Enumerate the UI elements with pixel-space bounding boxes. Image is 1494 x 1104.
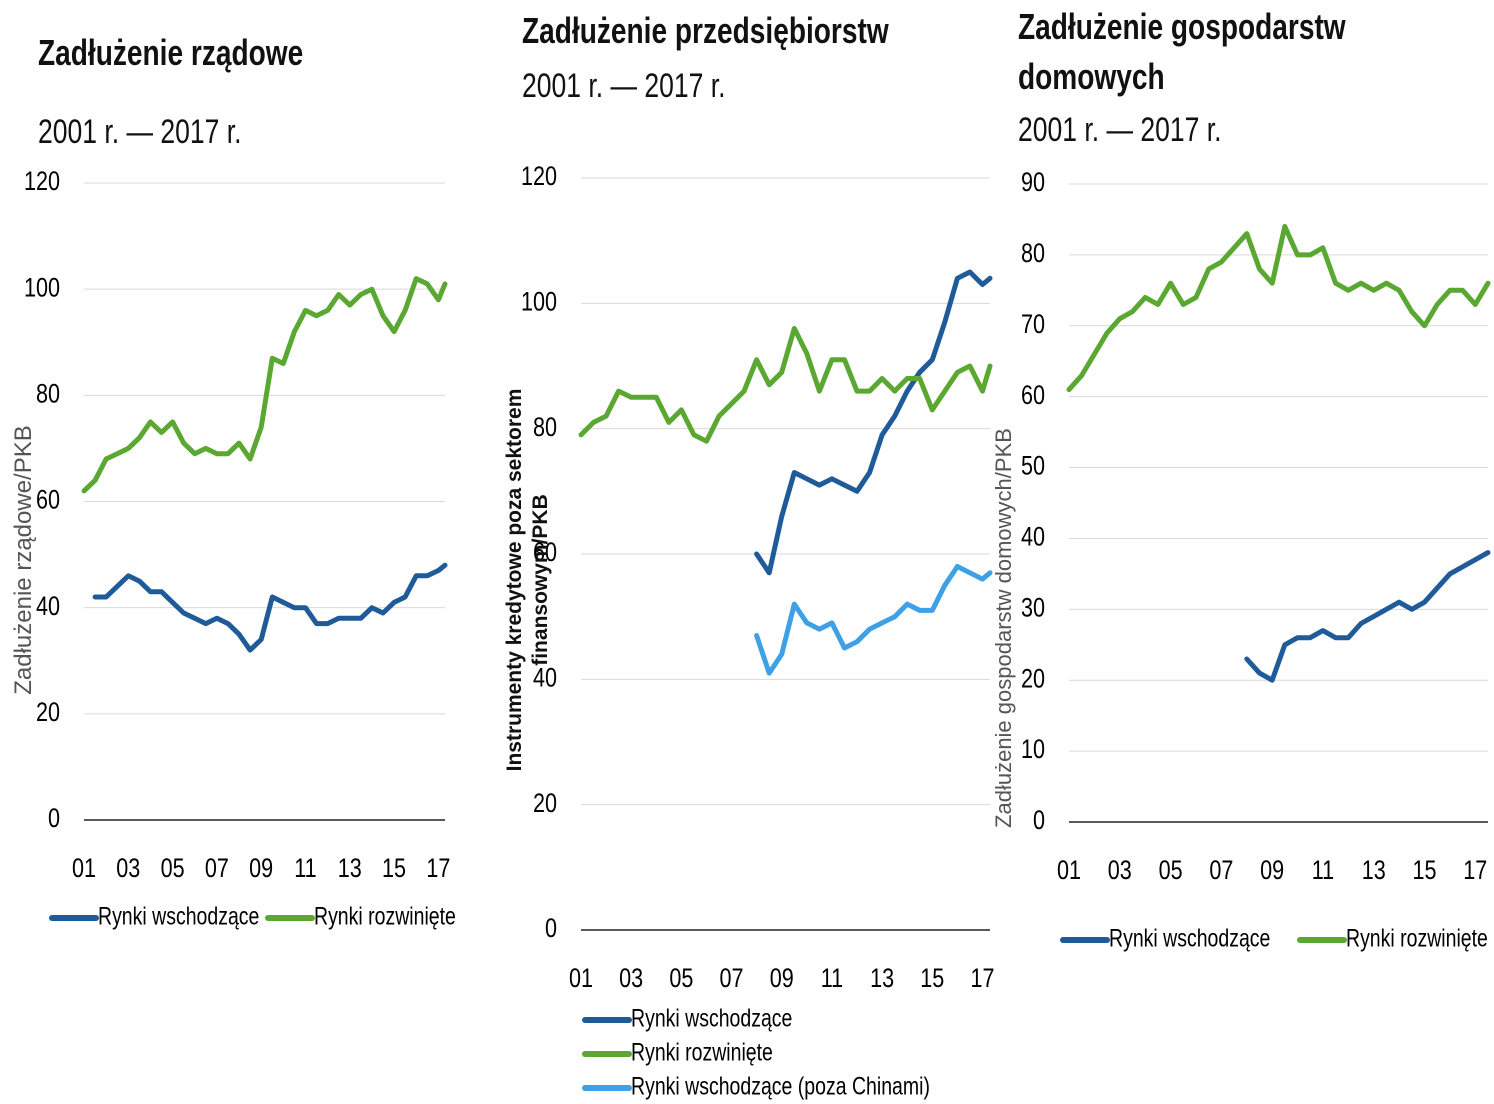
y-tick-label: 40 <box>533 663 557 693</box>
y-axis-label: Zadłużenie rządowe/PKB <box>10 425 37 695</box>
x-tick-label: 11 <box>294 854 316 884</box>
series-line <box>578 325 993 444</box>
chart-title: Zadłużenie przedsiębiorstw <box>522 10 889 51</box>
x-tick-label: 13 <box>1362 856 1386 886</box>
x-tick-label: 05 <box>669 964 693 994</box>
y-tick-label: 60 <box>533 538 557 568</box>
y-tick-label: 80 <box>533 413 557 443</box>
x-tick-label: 17 <box>1463 856 1487 886</box>
y-tick-label: 120 <box>521 162 557 192</box>
series-line <box>81 276 448 494</box>
y-axis-label: Instrumenty kredytowe poza sektorem fina… <box>503 388 552 772</box>
y-tick-label: 60 <box>1021 381 1045 411</box>
x-tick-label: 01 <box>1057 856 1081 886</box>
y-tick-label: 80 <box>36 379 60 409</box>
y-tick-label: 0 <box>1033 806 1045 836</box>
y-tick-label: 90 <box>1021 168 1045 198</box>
y-tick-label: 40 <box>36 592 60 622</box>
x-tick-label: 11 <box>821 964 843 994</box>
x-tick-label: 03 <box>116 854 140 884</box>
y-tick-label: 100 <box>24 273 60 303</box>
legend-label: Rynki wschodzące <box>631 1004 792 1032</box>
x-tick-label: 01 <box>569 964 593 994</box>
y-tick-label: 40 <box>1021 522 1045 552</box>
series-line <box>754 269 993 576</box>
legend-label: Rynki rozwinięte <box>314 902 456 930</box>
legend-label: Rynki rozwinięte <box>1346 924 1488 952</box>
legend-label: Rynki rozwinięte <box>631 1038 773 1066</box>
y-axis-label: Zadłużenie gospodarstw domowych/PKB <box>991 428 1016 828</box>
x-tick-label: 15 <box>382 854 406 884</box>
x-tick-label: 15 <box>1413 856 1437 886</box>
x-tick-label: 07 <box>205 854 229 884</box>
x-tick-label: 17 <box>426 854 450 884</box>
y-tick-label: 100 <box>521 287 557 317</box>
x-tick-label: 17 <box>970 964 994 994</box>
y-tick-label: 120 <box>24 167 60 197</box>
x-tick-label: 15 <box>920 964 944 994</box>
x-tick-label: 05 <box>161 854 185 884</box>
x-tick-label: 13 <box>338 854 362 884</box>
legend-label: Rynki wschodzące (poza Chinami) <box>631 1072 930 1100</box>
chart-title: Zadłużenie rządowe <box>38 32 304 73</box>
x-tick-label: 13 <box>870 964 894 994</box>
y-tick-label: 10 <box>1021 735 1045 765</box>
chart-title: Zadłużenie gospodarstw domowych <box>1018 6 1346 97</box>
chart-subtitle: 2001 r. — 2017 r. <box>522 67 726 105</box>
y-tick-label: 30 <box>1021 593 1045 623</box>
legend-label: Rynki wschodzące <box>98 902 259 930</box>
x-tick-label: 01 <box>72 854 96 884</box>
x-tick-label: 07 <box>720 964 744 994</box>
y-tick-label: 70 <box>1021 310 1045 340</box>
series-line <box>754 564 993 676</box>
x-tick-label: 09 <box>770 964 794 994</box>
series-line <box>92 562 448 653</box>
legend-label: Rynki wschodzące <box>1109 924 1270 952</box>
y-tick-label: 50 <box>1021 451 1045 481</box>
x-tick-label: 03 <box>1108 856 1132 886</box>
chart-subtitle: 2001 r. — 2017 r. <box>1018 111 1222 149</box>
y-tick-label: 60 <box>36 485 60 515</box>
y-tick-label: 0 <box>48 804 60 834</box>
y-tick-label: 20 <box>533 789 557 819</box>
series-line <box>1244 550 1491 683</box>
y-tick-label: 0 <box>545 914 557 944</box>
chart-subtitle: 2001 r. — 2017 r. <box>38 113 242 151</box>
x-tick-label: 11 <box>1312 856 1334 886</box>
y-tick-label: 20 <box>1021 664 1045 694</box>
series-line <box>1066 224 1491 393</box>
x-tick-label: 05 <box>1159 856 1183 886</box>
y-tick-label: 20 <box>36 698 60 728</box>
x-tick-label: 03 <box>619 964 643 994</box>
y-tick-label: 80 <box>1021 239 1045 269</box>
x-tick-label: 09 <box>1260 856 1284 886</box>
x-tick-label: 07 <box>1209 856 1233 886</box>
x-tick-label: 09 <box>249 854 273 884</box>
